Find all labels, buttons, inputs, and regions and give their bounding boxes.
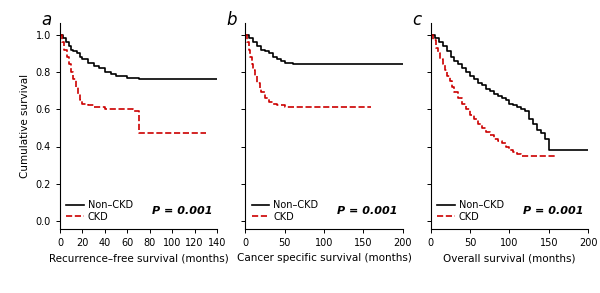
X-axis label: Recurrence–free survival (months): Recurrence–free survival (months) [49,253,229,263]
Text: a: a [41,11,52,29]
Legend: Non–CKD, CKD: Non–CKD, CKD [437,200,504,222]
Y-axis label: Cumulative survival: Cumulative survival [20,74,30,178]
X-axis label: Cancer specific survival (months): Cancer specific survival (months) [236,253,412,263]
Text: P = 0.001: P = 0.001 [152,206,212,216]
Text: P = 0.001: P = 0.001 [523,206,583,216]
Legend: Non–CKD, CKD: Non–CKD, CKD [67,200,133,222]
X-axis label: Overall survival (months): Overall survival (months) [443,253,575,263]
Legend: Non–CKD, CKD: Non–CKD, CKD [252,200,319,222]
Text: P = 0.001: P = 0.001 [337,206,398,216]
Text: c: c [412,11,421,29]
Text: b: b [227,11,237,29]
